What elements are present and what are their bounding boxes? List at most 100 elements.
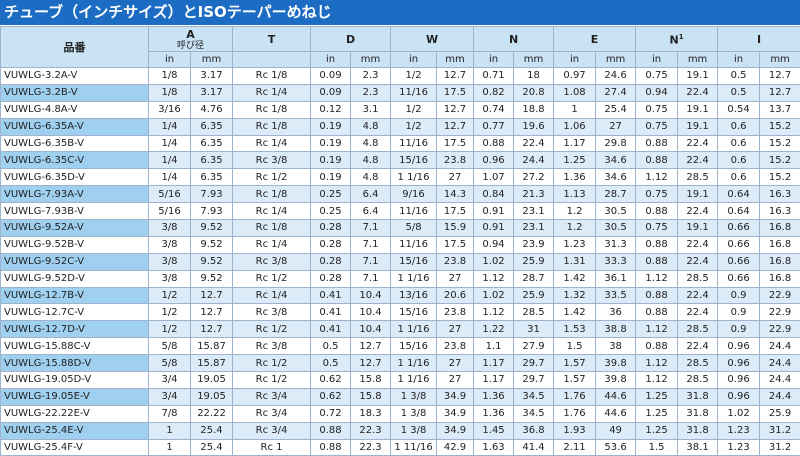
i-in-cell: 0.6 bbox=[718, 169, 760, 186]
a-mm-cell: 9.52 bbox=[191, 253, 233, 270]
n-in-cell: 1.02 bbox=[474, 287, 514, 304]
part-no-cell: VUWLG-25.4F-V bbox=[1, 439, 149, 456]
d-in-cell: 0.25 bbox=[311, 203, 351, 220]
w-in-cell: 15/16 bbox=[391, 152, 437, 169]
a-in-cell: 3/8 bbox=[149, 236, 191, 253]
w-in-cell: 1 1/16 bbox=[391, 355, 437, 372]
table-title: チューブ（インチサイズ）とISOテーパーめねじ bbox=[0, 0, 800, 25]
t-cell: Rc 1/8 bbox=[233, 220, 311, 237]
i-in-cell: 0.54 bbox=[718, 101, 760, 118]
w-in-cell: 1/2 bbox=[391, 68, 437, 85]
i-mm-cell: 15.2 bbox=[760, 152, 800, 169]
header-a-label: A bbox=[186, 28, 195, 41]
n1-in-cell: 0.88 bbox=[636, 338, 678, 355]
d-in-cell: 0.19 bbox=[311, 169, 351, 186]
w-in-cell: 1/2 bbox=[391, 118, 437, 135]
n1-mm-cell: 19.1 bbox=[678, 101, 718, 118]
e-in-cell: 1 bbox=[554, 101, 596, 118]
a-in-cell: 1/8 bbox=[149, 84, 191, 101]
n-mm-cell: 27.9 bbox=[514, 338, 554, 355]
a-mm-cell: 3.17 bbox=[191, 68, 233, 85]
d-in-cell: 0.62 bbox=[311, 372, 351, 389]
w-mm-cell: 34.9 bbox=[437, 422, 474, 439]
t-cell: Rc 1/8 bbox=[233, 101, 311, 118]
i-in-cell: 0.6 bbox=[718, 135, 760, 152]
unit-in: in bbox=[474, 52, 514, 68]
part-no-cell: VUWLG-25.4E-V bbox=[1, 422, 149, 439]
d-mm-cell: 22.3 bbox=[351, 439, 391, 456]
unit-mm: mm bbox=[191, 52, 233, 68]
d-in-cell: 0.28 bbox=[311, 253, 351, 270]
w-mm-cell: 14.3 bbox=[437, 186, 474, 203]
header-e: E bbox=[554, 27, 636, 52]
e-in-cell: 1.08 bbox=[554, 84, 596, 101]
e-mm-cell: 33.5 bbox=[596, 287, 636, 304]
n1-in-cell: 0.75 bbox=[636, 68, 678, 85]
i-in-cell: 1.23 bbox=[718, 439, 760, 456]
w-mm-cell: 12.7 bbox=[437, 118, 474, 135]
d-in-cell: 0.28 bbox=[311, 236, 351, 253]
n1-in-cell: 0.75 bbox=[636, 101, 678, 118]
n1-mm-cell: 28.5 bbox=[678, 270, 718, 287]
a-mm-cell: 9.52 bbox=[191, 220, 233, 237]
n-in-cell: 0.84 bbox=[474, 186, 514, 203]
w-mm-cell: 20.6 bbox=[437, 287, 474, 304]
e-mm-cell: 25.4 bbox=[596, 101, 636, 118]
a-mm-cell: 7.93 bbox=[191, 186, 233, 203]
i-in-cell: 1.23 bbox=[718, 422, 760, 439]
n1-in-cell: 0.75 bbox=[636, 186, 678, 203]
d-in-cell: 0.25 bbox=[311, 186, 351, 203]
part-no-cell: VUWLG-7.93B-V bbox=[1, 203, 149, 220]
n1-in-cell: 0.88 bbox=[636, 304, 678, 321]
d-mm-cell: 4.8 bbox=[351, 169, 391, 186]
e-in-cell: 1.2 bbox=[554, 220, 596, 237]
d-in-cell: 0.19 bbox=[311, 118, 351, 135]
n-in-cell: 0.91 bbox=[474, 203, 514, 220]
d-in-cell: 0.41 bbox=[311, 287, 351, 304]
part-no-cell: VUWLG-9.52A-V bbox=[1, 220, 149, 237]
n-mm-cell: 41.4 bbox=[514, 439, 554, 456]
e-mm-cell: 49 bbox=[596, 422, 636, 439]
header-n: N bbox=[474, 27, 554, 52]
n-mm-cell: 29.7 bbox=[514, 355, 554, 372]
t-cell: Rc 3/8 bbox=[233, 152, 311, 169]
i-mm-cell: 22.9 bbox=[760, 287, 800, 304]
a-in-cell: 1/4 bbox=[149, 118, 191, 135]
e-mm-cell: 44.6 bbox=[596, 405, 636, 422]
t-cell: Rc 1/2 bbox=[233, 321, 311, 338]
w-mm-cell: 17.5 bbox=[437, 135, 474, 152]
d-in-cell: 0.41 bbox=[311, 321, 351, 338]
e-in-cell: 1.5 bbox=[554, 338, 596, 355]
d-mm-cell: 7.1 bbox=[351, 220, 391, 237]
i-in-cell: 0.9 bbox=[718, 321, 760, 338]
part-no-cell: VUWLG-15.88C-V bbox=[1, 338, 149, 355]
a-mm-cell: 4.76 bbox=[191, 101, 233, 118]
header-i: I bbox=[718, 27, 800, 52]
d-in-cell: 0.62 bbox=[311, 388, 351, 405]
t-cell: Rc 3/8 bbox=[233, 253, 311, 270]
n1-mm-cell: 19.1 bbox=[678, 118, 718, 135]
n-in-cell: 0.77 bbox=[474, 118, 514, 135]
e-mm-cell: 30.5 bbox=[596, 203, 636, 220]
d-mm-cell: 7.1 bbox=[351, 253, 391, 270]
t-cell: Rc 3/4 bbox=[233, 422, 311, 439]
unit-mm: mm bbox=[760, 52, 800, 68]
w-in-cell: 1 1/16 bbox=[391, 372, 437, 389]
n-in-cell: 0.71 bbox=[474, 68, 514, 85]
i-mm-cell: 15.2 bbox=[760, 135, 800, 152]
unit-mm: mm bbox=[351, 52, 391, 68]
n1-mm-cell: 22.4 bbox=[678, 152, 718, 169]
part-no-cell: VUWLG-3.2A-V bbox=[1, 68, 149, 85]
d-mm-cell: 10.4 bbox=[351, 304, 391, 321]
n1-in-cell: 1.5 bbox=[636, 439, 678, 456]
n-mm-cell: 28.5 bbox=[514, 304, 554, 321]
n1-mm-cell: 28.5 bbox=[678, 321, 718, 338]
w-in-cell: 11/16 bbox=[391, 236, 437, 253]
d-mm-cell: 3.1 bbox=[351, 101, 391, 118]
a-mm-cell: 12.7 bbox=[191, 287, 233, 304]
i-mm-cell: 16.8 bbox=[760, 270, 800, 287]
n-in-cell: 1.02 bbox=[474, 253, 514, 270]
